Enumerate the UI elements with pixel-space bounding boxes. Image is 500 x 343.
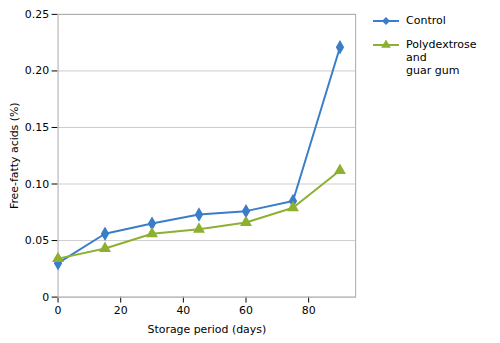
svg-text:0.10: 0.10	[25, 178, 49, 191]
svg-text:Storage period (days): Storage period (days)	[148, 323, 267, 336]
svg-text:0.20: 0.20	[25, 64, 49, 77]
svg-text:60: 60	[239, 304, 253, 317]
svg-text:80: 80	[302, 304, 316, 317]
svg-text:0.25: 0.25	[25, 8, 49, 21]
svg-text:0: 0	[55, 304, 62, 317]
svg-text:Free-fatty acids (%): Free-fatty acids (%)	[8, 102, 21, 209]
html-text:Polydextrose and guar gum: Polydextrose and guar gum	[406, 38, 477, 78]
svg-text:0.15: 0.15	[25, 121, 49, 134]
svg-text:0: 0	[42, 291, 49, 304]
svg-text:40: 40	[176, 304, 190, 317]
html-text:Control: Control	[406, 14, 446, 27]
svg-text:0.05: 0.05	[25, 234, 49, 247]
svg-text:20: 20	[114, 304, 128, 317]
